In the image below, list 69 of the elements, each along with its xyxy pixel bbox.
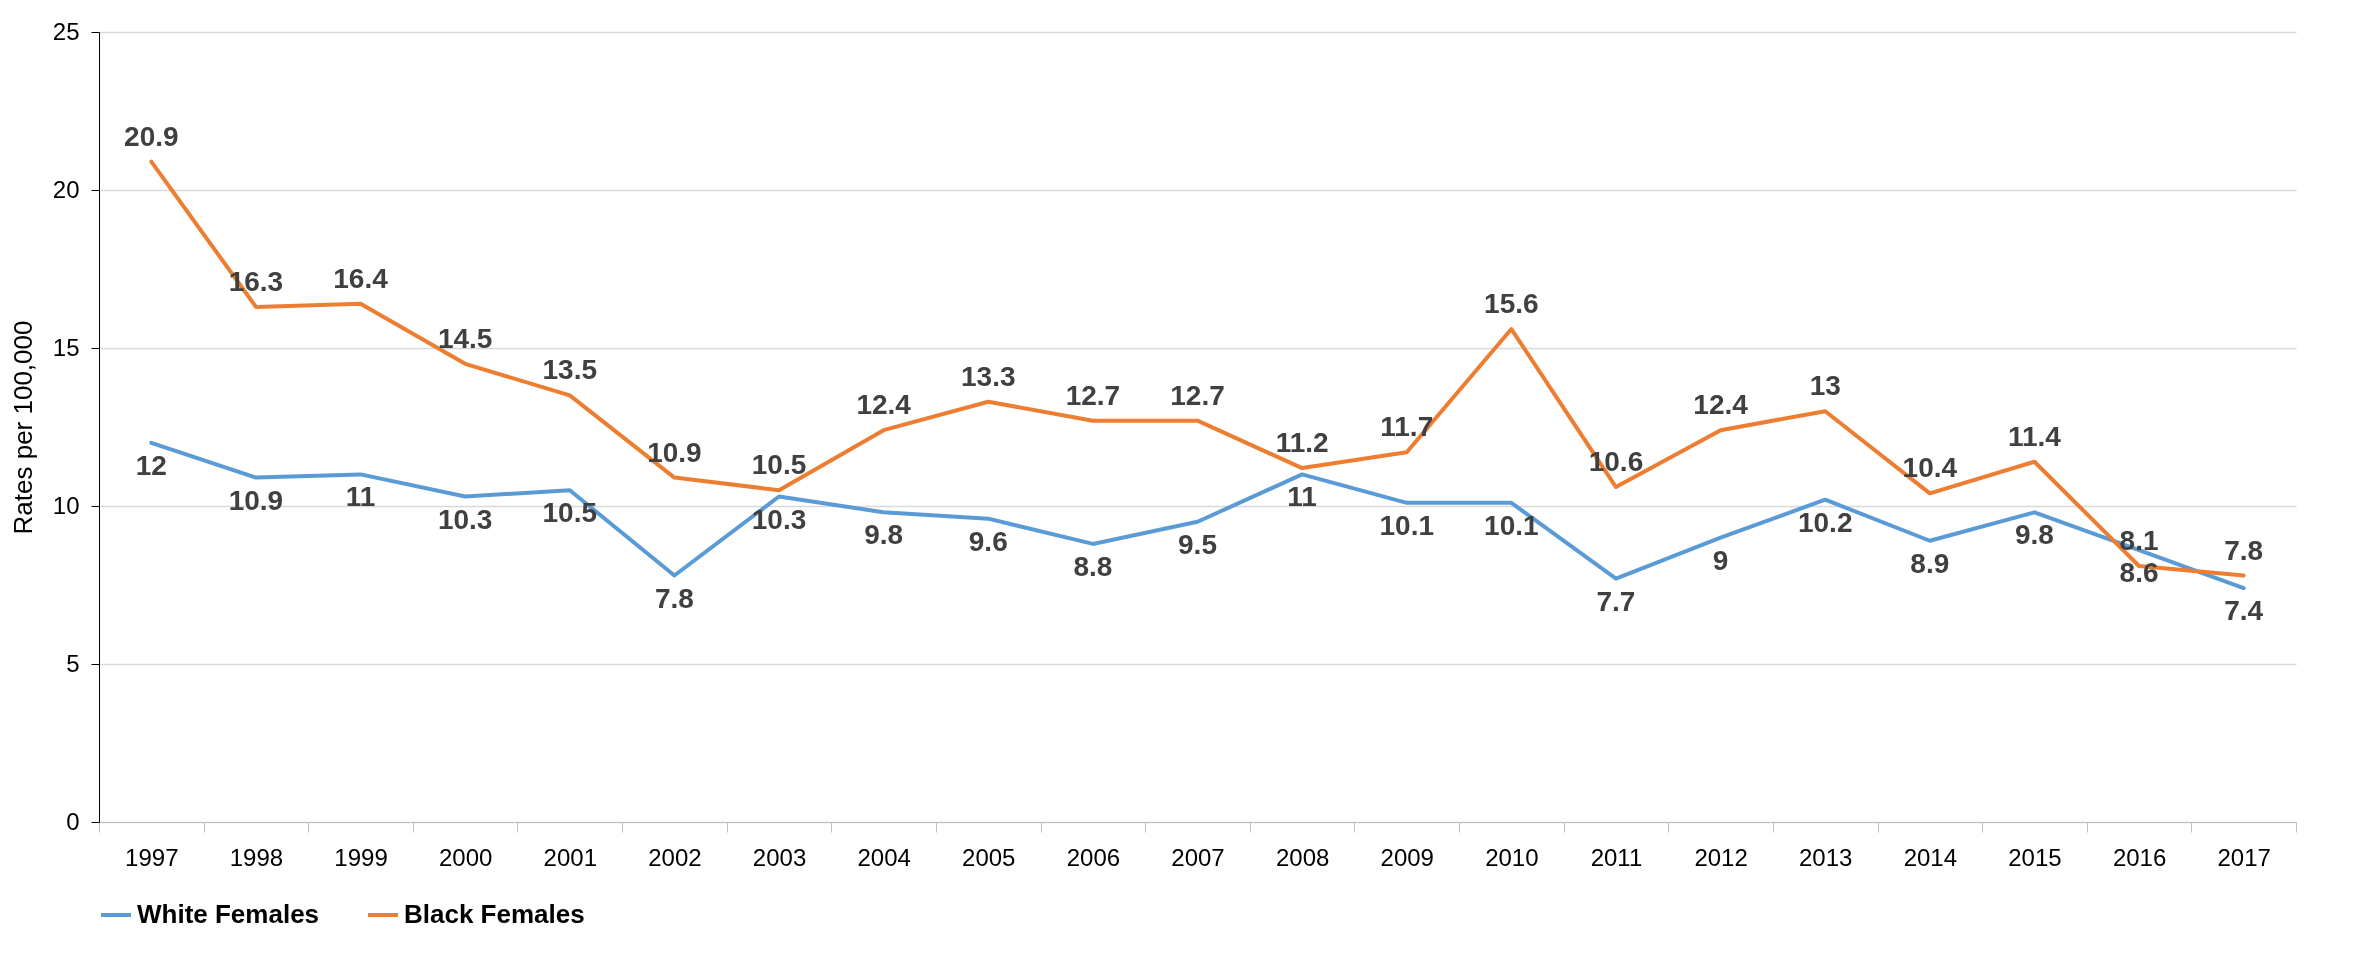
- y-tick-label: 20: [52, 175, 80, 203]
- x-tick-label: 2010: [1485, 843, 1539, 871]
- legend-label: White Females: [137, 899, 320, 929]
- data-label: 8.6: [2119, 557, 2159, 589]
- data-label: 15.6: [1484, 288, 1539, 320]
- data-label: 9.6: [968, 525, 1008, 557]
- x-tick-label: 1997: [125, 843, 179, 871]
- data-label: 8.8: [1073, 550, 1113, 582]
- y-tick-label: 25: [52, 17, 80, 45]
- data-label: 7.4: [2224, 595, 2264, 627]
- x-tick-label: 2013: [1799, 843, 1853, 871]
- y-tick-label: 10: [52, 491, 80, 519]
- data-label: 7.7: [1596, 585, 1636, 617]
- x-tick-label: 2007: [1171, 843, 1225, 871]
- x-tick-label: 2012: [1694, 843, 1748, 871]
- data-label: 10.4: [1902, 452, 1958, 484]
- data-label: 11: [1287, 481, 1317, 513]
- data-label: 12.4: [856, 389, 912, 421]
- data-label: 13: [1809, 370, 1841, 402]
- data-label: 8.9: [1910, 547, 1950, 579]
- x-tick-label: 2000: [438, 843, 493, 871]
- data-label: 10.9: [228, 484, 284, 516]
- data-label: 13.3: [961, 360, 1016, 392]
- data-label: 16.4: [333, 262, 389, 294]
- legend-label: Black Females: [404, 899, 585, 929]
- x-tick-label: 2005: [962, 843, 1016, 871]
- data-label: 10.3: [751, 503, 807, 535]
- x-tick-label: 2009: [1380, 843, 1434, 871]
- x-tick-label: 2014: [1903, 843, 1958, 871]
- x-tick-label: 2016: [2112, 843, 2167, 871]
- data-label: 9.8: [2014, 519, 2054, 551]
- data-label: 7.8: [654, 582, 694, 614]
- y-tick-label: 15: [52, 333, 80, 361]
- y-tick-label: 5: [66, 649, 80, 677]
- data-label: 10.1: [1379, 509, 1434, 541]
- data-label: 9: [1712, 544, 1729, 576]
- data-label: 20.9: [124, 120, 179, 152]
- x-tick-label: 2011: [1590, 843, 1643, 871]
- data-label: 12.7: [1065, 379, 1121, 411]
- x-tick-label: 1998: [229, 843, 284, 871]
- data-label: 12: [135, 449, 167, 481]
- data-label: 10.5: [542, 497, 598, 529]
- y-axis-title: Rates per 100,000: [7, 320, 38, 535]
- x-tick-label: 1999: [334, 843, 388, 871]
- data-label: 9.8: [864, 519, 904, 551]
- x-tick-label: 2008: [1275, 843, 1330, 871]
- data-label: 10.1: [1484, 509, 1539, 541]
- data-label: 12.4: [1693, 389, 1749, 421]
- x-tick-label: 2002: [648, 843, 702, 871]
- data-label: 11.2: [1275, 427, 1329, 459]
- y-tick-label: 0: [66, 807, 80, 835]
- data-label: 10.3: [437, 503, 493, 535]
- data-label: 14.5: [437, 322, 493, 354]
- data-label: 8.1: [2119, 525, 2159, 557]
- data-label: 11.4: [2007, 420, 2062, 452]
- data-label: 13.5: [542, 354, 598, 386]
- x-tick-label: 2004: [857, 843, 911, 871]
- data-label: 11: [345, 481, 376, 513]
- x-tick-label: 2001: [543, 843, 597, 871]
- data-label: 7.8: [2224, 534, 2264, 566]
- x-tick-label: 2015: [2008, 843, 2062, 871]
- data-label: 10.5: [751, 449, 807, 481]
- data-label: 10.9: [647, 436, 702, 468]
- x-tick-label: 2017: [2217, 843, 2271, 871]
- x-tick-label: 2003: [752, 843, 807, 871]
- data-label: 12.7: [1170, 379, 1225, 411]
- x-tick-label: 2006: [1066, 843, 1121, 871]
- data-label: 10.2: [1797, 506, 1853, 538]
- data-label: 9.5: [1178, 528, 1217, 560]
